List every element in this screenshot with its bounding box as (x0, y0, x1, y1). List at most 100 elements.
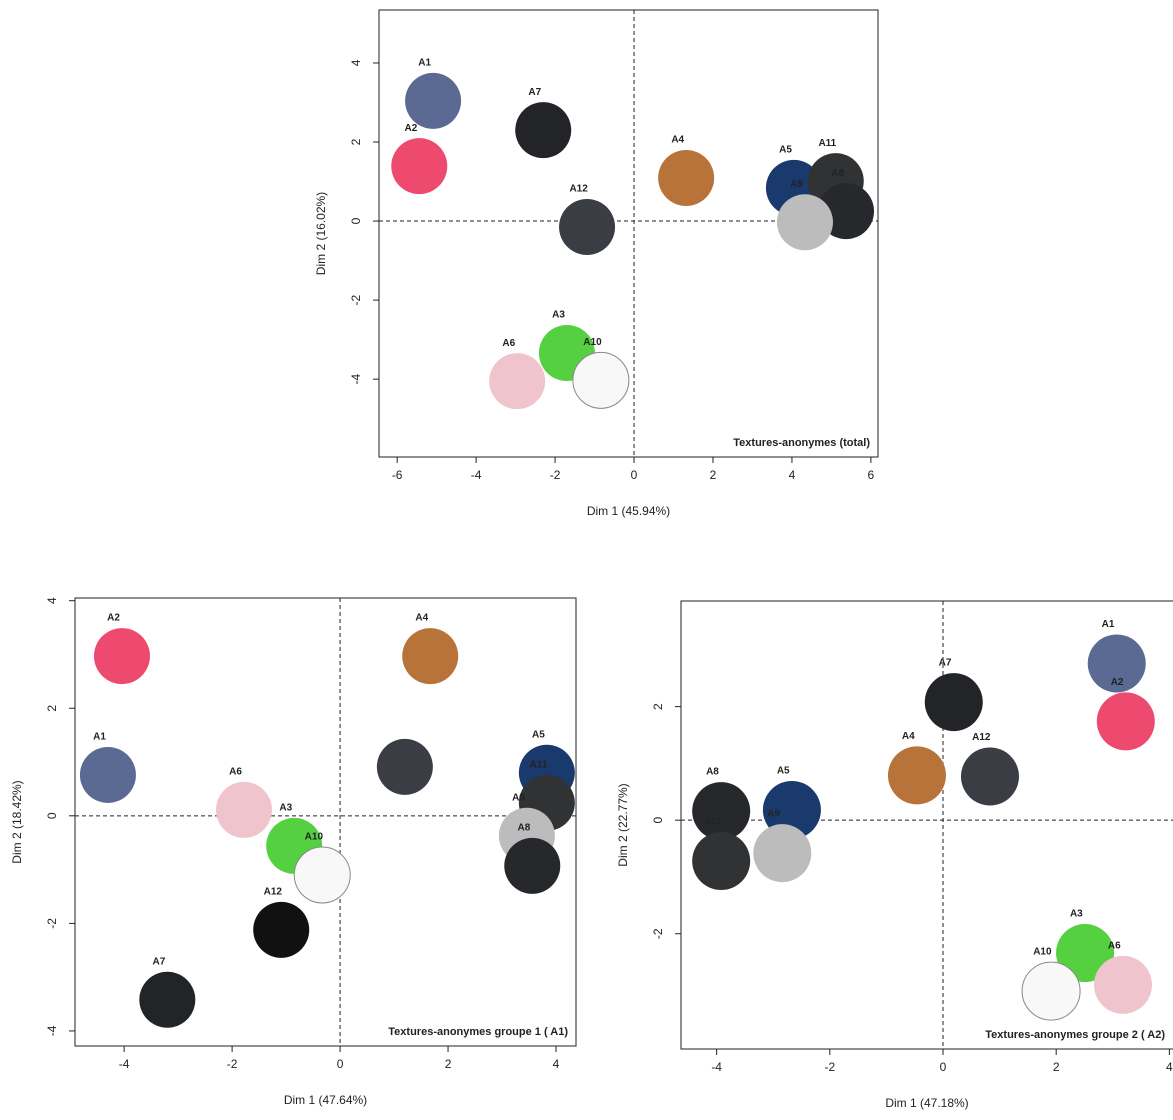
point-label: A12 (264, 886, 283, 897)
point-label: A6 (502, 338, 515, 349)
x-tick-label: 2 (710, 468, 717, 482)
point (559, 198, 616, 255)
x-tick-label: -6 (392, 468, 403, 482)
annotation: Textures-anonymes groupe 2 ( A2) (985, 1029, 1165, 1041)
x-tick-label: 2 (1053, 1060, 1060, 1074)
y-tick-label: -4 (349, 373, 363, 384)
y-tick-label: 2 (349, 138, 363, 145)
y-axis-label: Dim 2 (16.02%) (314, 192, 328, 275)
point (924, 673, 983, 732)
y-tick-label: 4 (349, 59, 363, 66)
point-label: A11 (530, 760, 548, 771)
plot-frame (378, 9, 879, 458)
point-label: A7 (528, 87, 541, 98)
y-tick-label: 4 (45, 597, 59, 604)
point-label: A2 (1111, 677, 1124, 688)
point-label: A6 (229, 767, 242, 778)
point-label: A5 (779, 144, 792, 155)
point-label: A3 (1070, 909, 1083, 920)
point-label: A5 (532, 729, 545, 740)
point (658, 149, 715, 206)
annotation: Textures-anonymes (total) (733, 437, 870, 449)
x-tick-label: -2 (227, 1057, 238, 1071)
point (753, 824, 812, 883)
point-label: A3 (552, 310, 565, 321)
point (692, 782, 751, 841)
x-tick-label: -2 (824, 1060, 835, 1074)
point (376, 738, 433, 795)
point (1096, 692, 1155, 751)
point-label: A10 (1033, 947, 1052, 958)
point (79, 746, 136, 803)
x-tick-label: -4 (119, 1057, 130, 1071)
plot-frame (680, 600, 1173, 1050)
y-tick-label: -4 (45, 1025, 59, 1036)
plot-frame (74, 597, 577, 1047)
y-axis-label: Dim 2 (22.77%) (616, 783, 630, 866)
plot: -6 -4 -2 0 2 4 6 -4 -2 0 2 4 A1 A2 A7 A4 A5 A11 A8 A9 A12 A3 A… (314, 9, 879, 518)
point (1056, 924, 1115, 983)
point (762, 780, 821, 839)
point-label: A11 (704, 817, 722, 828)
point-label: A4 (671, 135, 684, 146)
point-label: A9 (767, 809, 780, 820)
point-label: A12 (569, 184, 588, 195)
point-label: A7 (153, 956, 166, 967)
y-axis-label: Dim 2 (18.42%) (10, 780, 24, 863)
x-axis-label: Dim 1 (45.94%) (587, 504, 670, 518)
y-tick-label: -2 (651, 928, 665, 939)
y-tick-label: 2 (651, 703, 665, 710)
point (139, 971, 196, 1028)
point (1087, 634, 1146, 693)
point (887, 746, 946, 805)
x-tick-label: 4 (553, 1057, 560, 1071)
y-tick-label: 0 (349, 217, 363, 224)
x-tick-label: -4 (711, 1060, 722, 1074)
point (572, 351, 630, 409)
point-label: A12 (972, 732, 991, 743)
point (692, 832, 751, 891)
point (391, 138, 448, 195)
y-tick-label: 0 (45, 812, 59, 819)
point-label: A11 (818, 138, 836, 149)
annotation: Textures-anonymes groupe 1 ( A1) (388, 1026, 568, 1038)
point (489, 353, 546, 410)
point-label: A9 (512, 792, 525, 803)
point (253, 901, 310, 958)
point-label: A7 (939, 658, 952, 669)
point-label: A2 (404, 123, 417, 134)
y-tick-label: -2 (349, 294, 363, 305)
point (215, 781, 272, 838)
point (93, 628, 150, 685)
point (405, 72, 462, 129)
x-tick-label: -2 (550, 468, 561, 482)
point-label: A1 (93, 732, 106, 743)
x-tick-label: 0 (631, 468, 638, 482)
x-tick-label: 4 (789, 468, 796, 482)
x-tick-label: 0 (337, 1057, 344, 1071)
point-label: A9 (790, 179, 803, 190)
point (776, 194, 833, 251)
point-label: A10 (583, 337, 602, 348)
point (1093, 955, 1152, 1014)
point-label: A4 (902, 731, 915, 742)
point-label: A10 (305, 832, 324, 843)
point (515, 102, 572, 159)
point-label: A5 (777, 766, 790, 777)
point (504, 837, 561, 894)
point (402, 628, 459, 685)
point-label: A4 (415, 613, 428, 624)
point-label: A8 (831, 168, 844, 179)
point-label: A8 (706, 767, 719, 778)
point-label: A1 (1102, 619, 1115, 630)
x-tick-label: -4 (471, 468, 482, 482)
x-tick-label: 2 (445, 1057, 452, 1071)
y-tick-label: 2 (45, 705, 59, 712)
plot: -4 -2 0 2 4 -2 0 2 A1 A2 A7 A12 A4 A5 A9 A8 A11 A3 A6 A10 Te… (616, 600, 1173, 1110)
plot: -4 -2 0 2 4 -4 -2 0 2 4 A2 A4 A1 A6 A3 A10 A5 A11 A9 A8 A12 A… (10, 597, 577, 1107)
x-tick-label: 0 (940, 1060, 947, 1074)
x-axis-label: Dim 1 (47.18%) (885, 1096, 968, 1110)
y-tick-label: -2 (45, 918, 59, 929)
